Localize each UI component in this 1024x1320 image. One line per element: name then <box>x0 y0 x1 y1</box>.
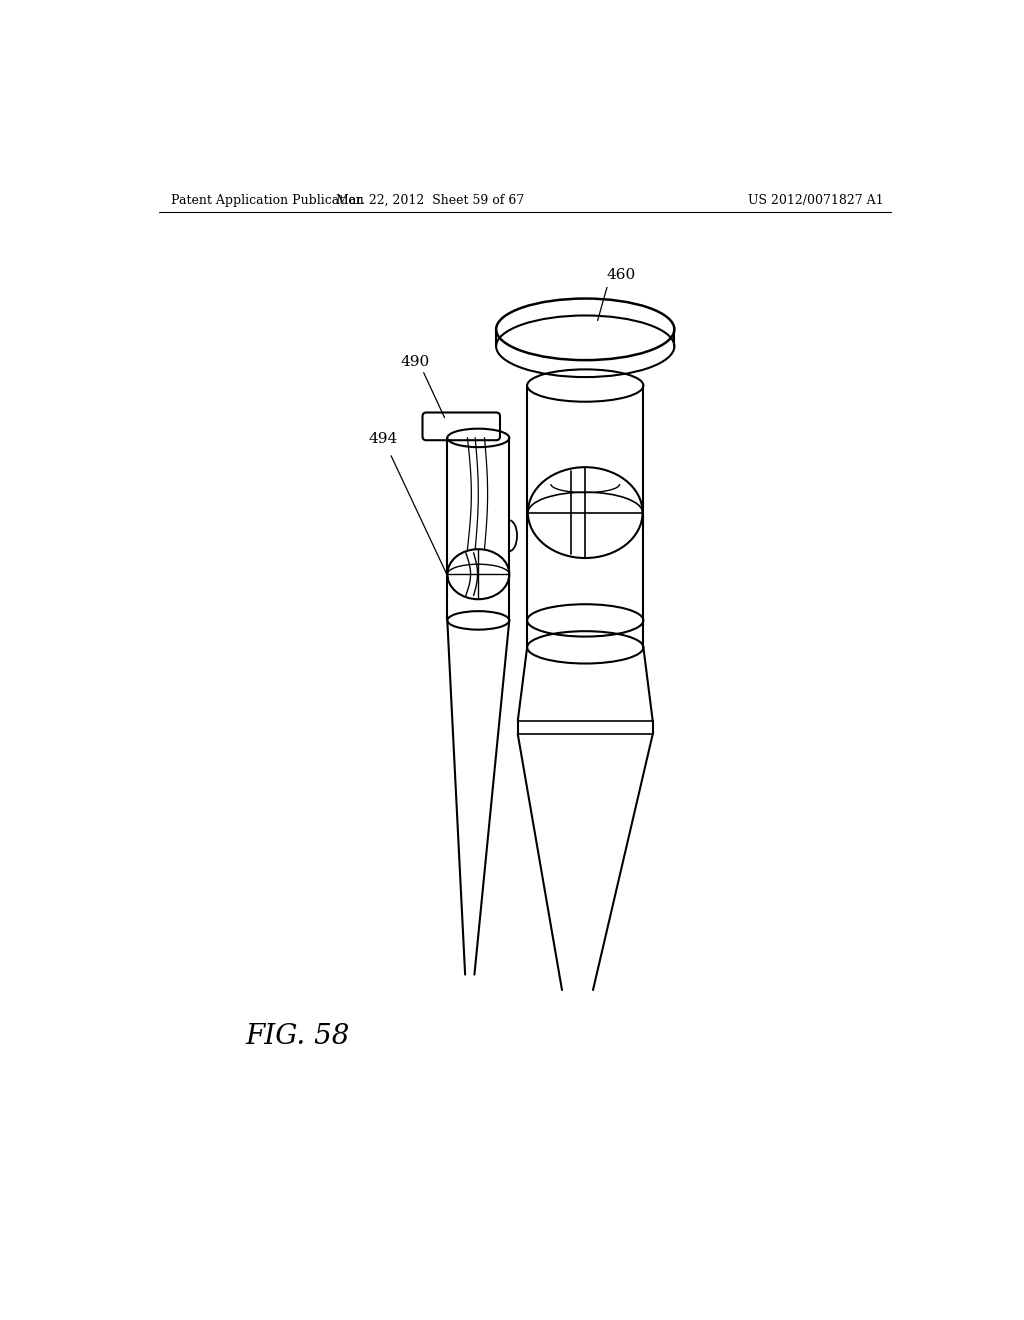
Text: Mar. 22, 2012  Sheet 59 of 67: Mar. 22, 2012 Sheet 59 of 67 <box>336 194 524 207</box>
Text: US 2012/0071827 A1: US 2012/0071827 A1 <box>748 194 884 207</box>
Text: 490: 490 <box>400 355 430 370</box>
Text: 494: 494 <box>369 433 397 446</box>
Text: 460: 460 <box>606 268 636 282</box>
Text: FIG. 58: FIG. 58 <box>246 1023 350 1049</box>
Text: Patent Application Publication: Patent Application Publication <box>171 194 364 207</box>
